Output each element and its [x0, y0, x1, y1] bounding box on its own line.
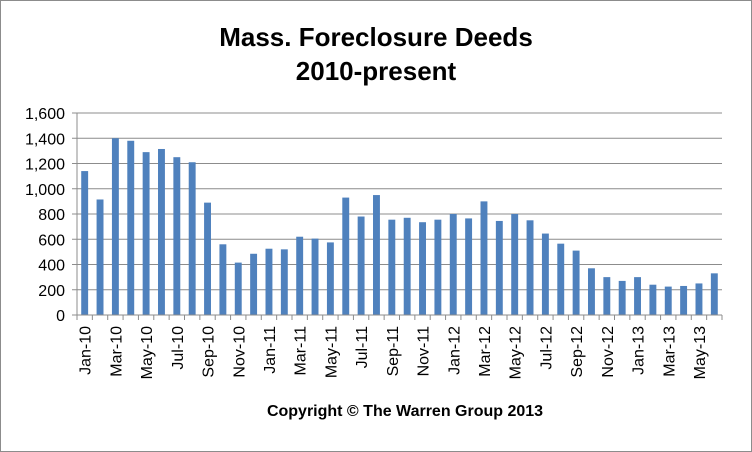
y-tick-label: 1,200: [25, 157, 65, 174]
bar: [541, 233, 549, 315]
bar: [495, 220, 503, 315]
x-tick-label: Jan-11: [262, 326, 279, 374]
bar: [280, 249, 288, 315]
bar: [588, 268, 595, 315]
x-tick-label: Sep-10: [201, 326, 218, 378]
x-tick-label: May-11: [323, 326, 340, 378]
x-tick-label: Jul-12: [538, 326, 555, 370]
x-tick-label: May-12: [508, 326, 525, 379]
y-tick-label: 1,600: [25, 106, 65, 123]
bar: [188, 162, 196, 315]
bar: [649, 284, 657, 315]
bar: [710, 273, 718, 315]
bar: [142, 152, 150, 315]
bar: [403, 217, 411, 315]
x-tick-label: Sep-12: [569, 326, 586, 378]
bar: [204, 202, 211, 315]
bar: [572, 250, 580, 315]
x-tick-label: Nov-10: [231, 326, 248, 378]
x-tick-label: Sep-11: [385, 326, 402, 377]
bar: [603, 277, 611, 315]
bar: [96, 199, 104, 315]
bar: [618, 280, 626, 315]
bar: [449, 214, 457, 315]
x-tick-label: Mar-10: [108, 326, 125, 377]
y-tick-label: 600: [38, 232, 65, 249]
bar: [296, 236, 304, 315]
bar: [250, 253, 258, 315]
bar: [234, 262, 242, 315]
bar: [127, 140, 135, 315]
bar: [664, 286, 672, 315]
bar: [219, 244, 227, 315]
x-tick-label: May-10: [139, 326, 156, 379]
copyright-note: Copyright © The Warren Group 2013: [266, 403, 544, 420]
bar: [695, 283, 703, 315]
bar: [511, 214, 519, 315]
x-tick-label: Mar-13: [661, 326, 678, 377]
x-tick-label: Jan-12: [446, 326, 463, 375]
x-tick-label: Jul-10: [170, 326, 187, 370]
x-tick-label: Jan-13: [631, 326, 648, 375]
y-tick-label: 800: [38, 207, 65, 224]
bar: [526, 220, 534, 315]
bar: [388, 219, 396, 315]
bar: [373, 195, 380, 315]
bar: [480, 201, 488, 315]
x-tick-label: Nov-12: [600, 326, 617, 378]
bar: [557, 243, 565, 315]
x-tick-label: Mar-11: [293, 326, 310, 376]
y-tick-label: 200: [38, 283, 65, 300]
y-tick-label: 1,400: [25, 131, 65, 148]
x-tick-label: Mar-12: [477, 326, 494, 377]
bar: [326, 242, 334, 315]
bar: [419, 222, 426, 315]
bar: [311, 238, 319, 315]
x-tick-label: Jul-11: [354, 326, 371, 368]
x-tick-label: Jan-10: [78, 326, 95, 375]
y-tick-label: 0: [56, 308, 65, 325]
y-tick-label: 400: [38, 258, 65, 275]
bar: [434, 219, 442, 315]
bar: [173, 157, 181, 315]
bar: [342, 197, 350, 315]
bar: [465, 218, 473, 315]
bar: [111, 138, 119, 315]
chart-subtitle: 2010-present: [295, 56, 457, 86]
chart-title: Mass. Foreclosure Deeds: [219, 22, 533, 52]
bar: [81, 171, 89, 315]
y-tick-label: 1,000: [25, 182, 65, 199]
bar: [265, 248, 273, 315]
bar: [634, 277, 641, 315]
bar: [357, 216, 365, 315]
bar: [158, 148, 165, 315]
x-tick-label: Nov-11: [416, 326, 433, 376]
bar: [680, 285, 688, 315]
x-tick-label: May-13: [692, 326, 709, 379]
